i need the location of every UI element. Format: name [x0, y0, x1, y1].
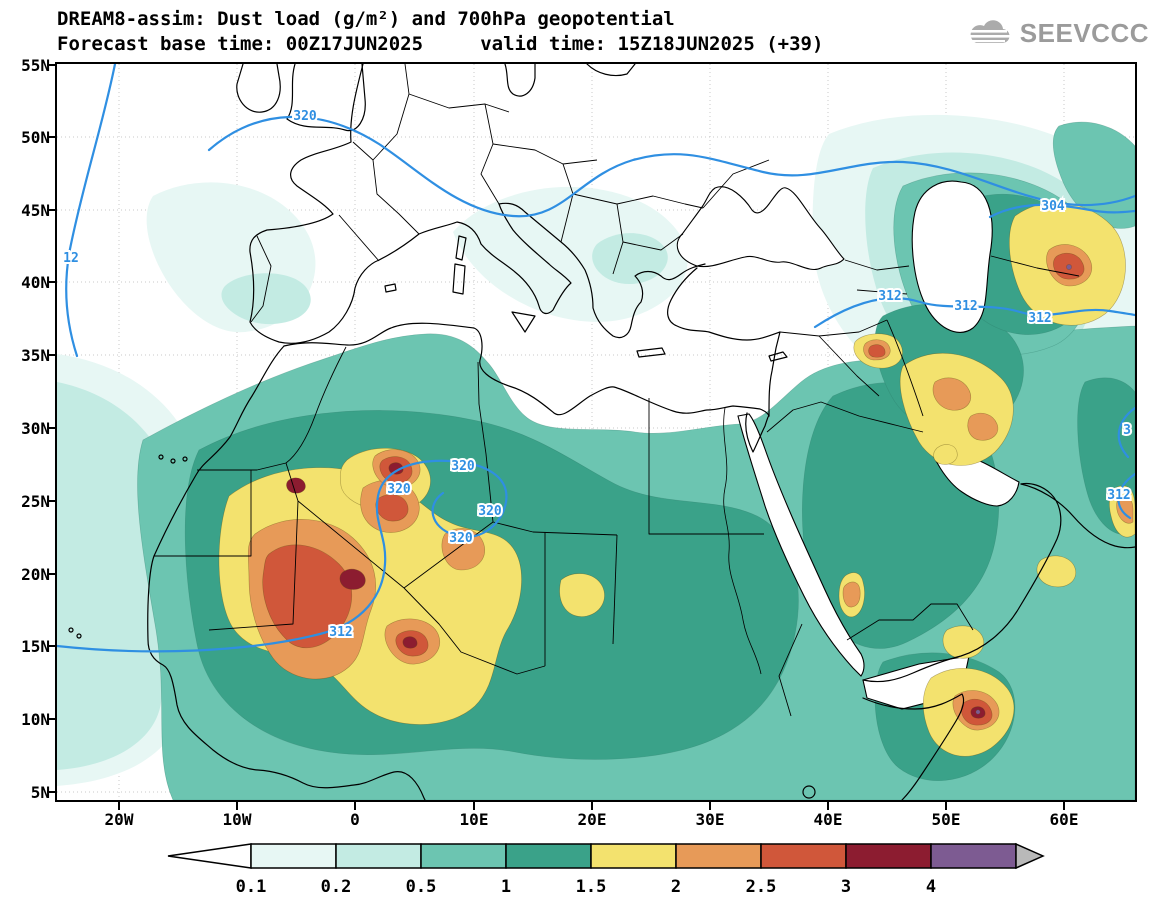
dust-fill-strong: [218, 202, 1135, 757]
contour-label: 312: [954, 299, 977, 314]
lat-label: 40N: [21, 273, 50, 292]
lat-label: 10N: [21, 710, 50, 729]
lon-label: 10E: [459, 810, 489, 829]
nile-river: [723, 407, 762, 675]
lat-label: 5N: [30, 783, 50, 802]
contour-label: 312: [1028, 311, 1051, 326]
colorbar-cell: [250, 843, 337, 869]
lon-label: 10W: [222, 810, 252, 829]
lon-label: 50E: [931, 810, 961, 829]
lat-label: 55N: [21, 56, 50, 75]
red-sea: [737, 413, 865, 677]
colorbar-cell: [590, 843, 677, 869]
colorbar-arrow-min: [167, 843, 252, 869]
lat-tick: [47, 64, 55, 66]
colorbar-cell: [845, 843, 932, 869]
lon-tick: [118, 802, 120, 810]
colorbar-tick-label: 4: [926, 877, 936, 897]
black-sea: [676, 186, 845, 270]
contour-label: 312: [878, 289, 901, 304]
colorbar: 0.1 0.2 0.5 1 1.5 2 2.5 3 4: [167, 842, 1045, 897]
colorbar-cell: [760, 843, 847, 869]
contour-label: 320: [478, 504, 502, 519]
lat-tick: [47, 500, 55, 502]
country-borders: [154, 64, 1080, 717]
colorbar-tick-label: 0.2: [321, 877, 352, 897]
lon-tick: [827, 802, 829, 810]
caspian-sea: [911, 180, 993, 333]
colorbar-cell: [335, 843, 422, 869]
colorbar-tick-label: 0.5: [406, 877, 437, 897]
lon-tick: [709, 802, 711, 810]
logo-text: SEEVCCC: [1019, 17, 1149, 48]
geopotential-contours: [57, 64, 1135, 653]
dust-map: 320 12 320 320 320 320 312 312 312 312 3…: [57, 64, 1135, 800]
contour-label: 320: [451, 459, 475, 474]
contour-label: 312: [329, 625, 352, 640]
contour-label: 320: [293, 109, 317, 124]
contour-label: 312: [1107, 488, 1130, 503]
lat-label: 35N: [21, 346, 50, 365]
lat-label: 25N: [21, 492, 50, 511]
lon-tick: [945, 802, 947, 810]
coastlines: [68, 64, 1135, 800]
lat-tick: [47, 718, 55, 720]
colorbar-cell: [420, 843, 507, 869]
lat-tick: [47, 354, 55, 356]
colorbar-arrow-max: [1015, 842, 1045, 870]
lon-tick: [1063, 802, 1065, 810]
lat-tick: [47, 427, 55, 429]
lat-tick: [47, 573, 55, 575]
colorbar-tick-label: 2.5: [746, 877, 777, 897]
lat-tick: [47, 645, 55, 647]
contour-label: 320: [449, 531, 473, 546]
cloud-logo-icon: [965, 20, 1010, 44]
seas: [676, 180, 1020, 710]
lat-tick: [47, 136, 55, 138]
contour-labels: 320 12 320 320 320 320 312 312 312 312 3…: [61, 107, 1133, 642]
map-frame: 320 12 320 320 320 320 312 312 312 312 3…: [55, 62, 1137, 802]
colorbar-tick-label: 1.5: [576, 877, 607, 897]
lat-tick: [47, 281, 55, 283]
lon-label: 60E: [1049, 810, 1079, 829]
colorbar-cell: [505, 843, 592, 869]
lat-label: 50N: [21, 128, 50, 147]
lon-tick: [591, 802, 593, 810]
seevccc-logo: SEEVCCC: [962, 16, 1149, 50]
chart-title: DREAM8-assim: Dust load (g/m²) and 700hP…: [57, 8, 675, 30]
lat-label: 15N: [21, 637, 50, 656]
contour-label: 3: [1123, 423, 1131, 438]
lat-label: 30N: [21, 419, 50, 438]
colorbar-cell: [675, 843, 762, 869]
lon-label: 30E: [695, 810, 725, 829]
contour-label: 304: [1041, 199, 1065, 214]
lon-tick: [354, 802, 356, 810]
contour-label: 320: [387, 482, 411, 497]
colorbar-tick-label: 2: [671, 877, 681, 897]
contour-label: 12: [63, 251, 79, 266]
lon-label: 20W: [104, 810, 134, 829]
lat-label: 20N: [21, 565, 50, 584]
lat-label: 45N: [21, 201, 50, 220]
lon-tick: [236, 802, 238, 810]
lat-tick: [47, 209, 55, 211]
colorbar-tick-label: 3: [841, 877, 851, 897]
colorbar-tick-label: 1: [501, 877, 511, 897]
lat-tick: [47, 791, 55, 793]
lon-label: 20E: [577, 810, 607, 829]
chart-subtitle: Forecast base time: 00Z17JUN2025 valid t…: [57, 33, 824, 55]
colorbar-cell: [930, 843, 1017, 869]
lon-label: 40E: [813, 810, 843, 829]
lon-tick: [473, 802, 475, 810]
colorbar-tick-label: 0.1: [236, 877, 267, 897]
lon-label: 0: [350, 810, 360, 829]
